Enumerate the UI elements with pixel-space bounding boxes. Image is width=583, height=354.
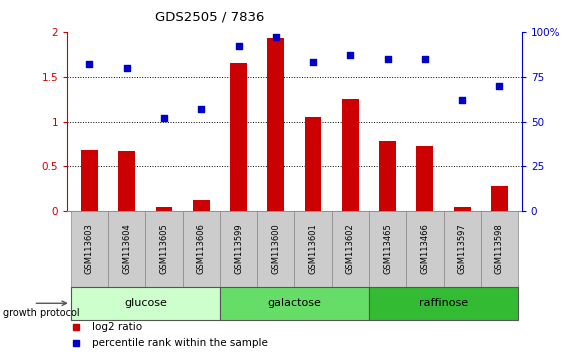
Text: percentile rank within the sample: percentile rank within the sample <box>92 338 268 348</box>
Text: GSM113602: GSM113602 <box>346 224 355 274</box>
Text: GDS2505 / 7836: GDS2505 / 7836 <box>155 10 265 23</box>
Bar <box>379 141 396 211</box>
Point <box>420 56 430 62</box>
Text: GSM113600: GSM113600 <box>271 224 280 274</box>
Bar <box>305 117 321 211</box>
Bar <box>257 211 294 287</box>
Bar <box>342 99 359 211</box>
Point <box>495 83 504 88</box>
Bar <box>491 186 508 211</box>
Text: GSM113601: GSM113601 <box>308 224 318 274</box>
Text: GSM113606: GSM113606 <box>196 223 206 274</box>
Point <box>234 44 243 49</box>
Text: GSM113466: GSM113466 <box>420 223 429 274</box>
Bar <box>369 287 518 320</box>
Bar <box>145 211 182 287</box>
Point <box>159 115 168 121</box>
Point <box>122 65 131 70</box>
Text: GSM113598: GSM113598 <box>495 224 504 274</box>
Text: GSM113603: GSM113603 <box>85 223 94 274</box>
Bar <box>406 211 444 287</box>
Text: GSM113599: GSM113599 <box>234 224 243 274</box>
Point <box>346 52 355 58</box>
Bar <box>481 211 518 287</box>
Bar <box>71 211 108 287</box>
Point <box>458 97 467 103</box>
Bar <box>118 151 135 211</box>
Bar <box>268 38 284 211</box>
Bar <box>220 211 257 287</box>
Text: log2 ratio: log2 ratio <box>92 322 142 332</box>
Point <box>308 59 318 65</box>
Bar <box>294 211 332 287</box>
Text: glucose: glucose <box>124 298 167 308</box>
Text: galactose: galactose <box>268 298 321 308</box>
Bar <box>444 211 481 287</box>
Point <box>383 56 392 62</box>
Text: GSM113605: GSM113605 <box>160 224 168 274</box>
Bar <box>108 211 145 287</box>
Point <box>271 34 280 40</box>
Text: GSM113597: GSM113597 <box>458 224 466 274</box>
Point <box>85 61 94 67</box>
Bar <box>369 211 406 287</box>
Bar <box>182 211 220 287</box>
Bar <box>156 207 173 211</box>
Bar <box>230 63 247 211</box>
Bar <box>220 287 369 320</box>
Bar <box>416 146 433 211</box>
Bar <box>193 200 210 211</box>
Bar <box>81 150 98 211</box>
Bar <box>332 211 369 287</box>
Text: GSM113604: GSM113604 <box>122 224 131 274</box>
Text: raffinose: raffinose <box>419 298 468 308</box>
Bar <box>71 287 220 320</box>
Point <box>196 106 206 112</box>
Bar <box>454 207 470 211</box>
Text: GSM113465: GSM113465 <box>383 224 392 274</box>
Text: growth protocol: growth protocol <box>3 308 79 318</box>
